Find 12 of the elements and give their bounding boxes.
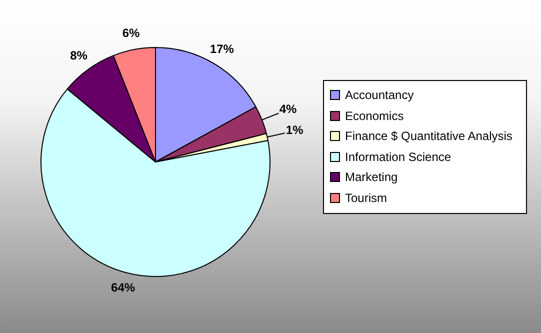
data-label: 8%: [70, 48, 88, 63]
legend-label: Tourism: [345, 190, 388, 205]
data-label: 17%: [210, 42, 234, 56]
legend-label: Economics: [345, 108, 404, 123]
legend-label: Accountancy: [345, 88, 414, 102]
data-label: 4%: [279, 102, 297, 116]
legend-label: Marketing: [345, 170, 398, 184]
data-label: 64%: [111, 280, 136, 295]
data-label: 1%: [286, 123, 304, 138]
legend-label: Finance $ Quantitative Analysis: [345, 129, 512, 144]
data-label: 6%: [122, 26, 140, 40]
legend-label: Information Science: [345, 150, 452, 164]
